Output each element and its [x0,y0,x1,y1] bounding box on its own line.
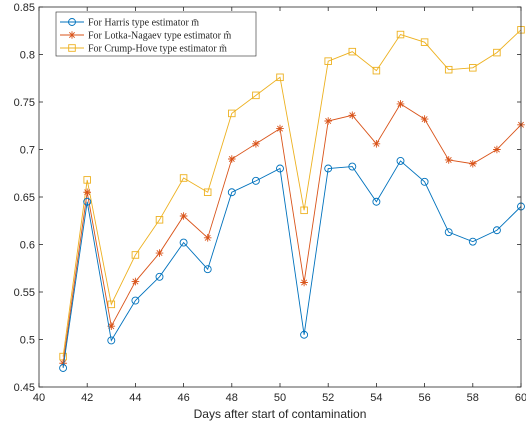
data-point [324,117,332,125]
x-axis: 40 42 44 46 48 50 52 54 56 58 60 [33,7,526,404]
data-point [131,277,140,286]
data-point [444,65,453,74]
data-point [179,212,188,220]
x-tick-label: 56 [418,392,430,404]
data-point [300,330,309,339]
x-tick-label: 54 [370,392,382,404]
x-tick-label: 42 [81,392,93,404]
data-point [131,296,140,305]
data-point [276,164,284,173]
legend-label: For Harris type estimator m̄ [88,18,199,29]
data-point [155,216,164,224]
data-point [83,197,92,206]
x-axis-label: Days after start of contamination [194,407,367,421]
data-point [131,251,140,259]
y-tick-label: 0.65 [14,192,35,204]
data-point [444,156,453,164]
y-axis: 0.45 0.5 0.55 0.6 0.65 0.7 0.75 0.8 0.85 [14,2,521,394]
x-tick-label: 50 [274,392,286,404]
data-point [155,272,164,281]
data-point [469,64,477,72]
data-point [324,164,333,173]
data-point [300,278,308,287]
data-point [492,226,501,235]
legend-label: For Crump-Hove type estimator m̃ [88,43,227,54]
data-point [107,322,116,330]
x-tick-label: 46 [177,392,189,404]
data-point [251,176,260,185]
data-point [420,177,429,186]
y-tick-label: 0.85 [14,2,35,14]
data-point [107,336,116,345]
legend-entry: For Lotka-Nagaev type estimator m̂ [60,30,232,42]
data-point [372,197,381,206]
data-point [252,140,260,148]
data-point [493,145,501,154]
data-point [348,162,357,171]
legend-box [55,11,257,57]
data-point [228,109,236,118]
data-point [179,238,188,247]
data-point [348,111,357,120]
y-tick-label: 0.75 [14,97,35,109]
data-point [444,228,453,237]
data-point [372,66,381,75]
series-line [62,103,522,364]
data-point [469,159,477,168]
y-tick-label: 0.45 [14,382,35,394]
x-tick-label: 40 [33,392,45,404]
data-point [179,174,188,182]
data-point [59,359,67,368]
data-point [324,57,332,65]
data-point [203,265,212,274]
data-point [227,188,236,197]
y-tick-label: 0.6 [20,240,35,252]
data-point [468,237,477,246]
data-point [83,176,91,184]
data-point [68,18,76,26]
legend-label: For Lotka-Nagaev type estimator m̂ [88,30,232,41]
x-tick-label: 60 [515,392,526,404]
data-point [155,249,164,257]
x-tick-label: 58 [467,392,479,404]
y-tick-label: 0.55 [14,287,35,299]
y-tick-label: 0.8 [20,50,35,62]
data-point [203,188,212,196]
data-point [396,100,405,108]
y-tick-label: 0.5 [20,335,35,347]
data-point [420,115,429,123]
legend-entry: For Crump-Hove type estimator m̃ [60,43,227,55]
x-tick-label: 48 [226,392,238,404]
data-point [228,155,236,163]
data-point [396,30,405,39]
data-point [68,31,76,39]
series-2 [59,100,525,368]
data-point [396,156,405,165]
data-point [107,300,116,309]
y-tick-label: 0.7 [20,145,35,157]
series-line [62,29,522,357]
data-point [420,38,429,46]
series-1 [59,156,525,372]
data-point [493,48,501,57]
data-point [348,47,357,56]
legend: For Harris type estimator m̄For Lotka-Na… [55,11,257,57]
series-layer [59,26,525,372]
x-tick-label: 52 [322,392,334,404]
data-point [276,73,284,82]
data-point [68,44,76,52]
plot-area [39,7,521,387]
legend-entry: For Harris type estimator m̄ [60,18,199,29]
data-point [372,140,381,148]
data-point [252,91,260,100]
data-point [276,124,284,133]
series-line [62,160,522,369]
data-point [203,234,212,242]
data-point [83,188,91,197]
x-tick-label: 44 [129,392,141,404]
data-point [59,364,68,372]
data-point [300,206,308,215]
